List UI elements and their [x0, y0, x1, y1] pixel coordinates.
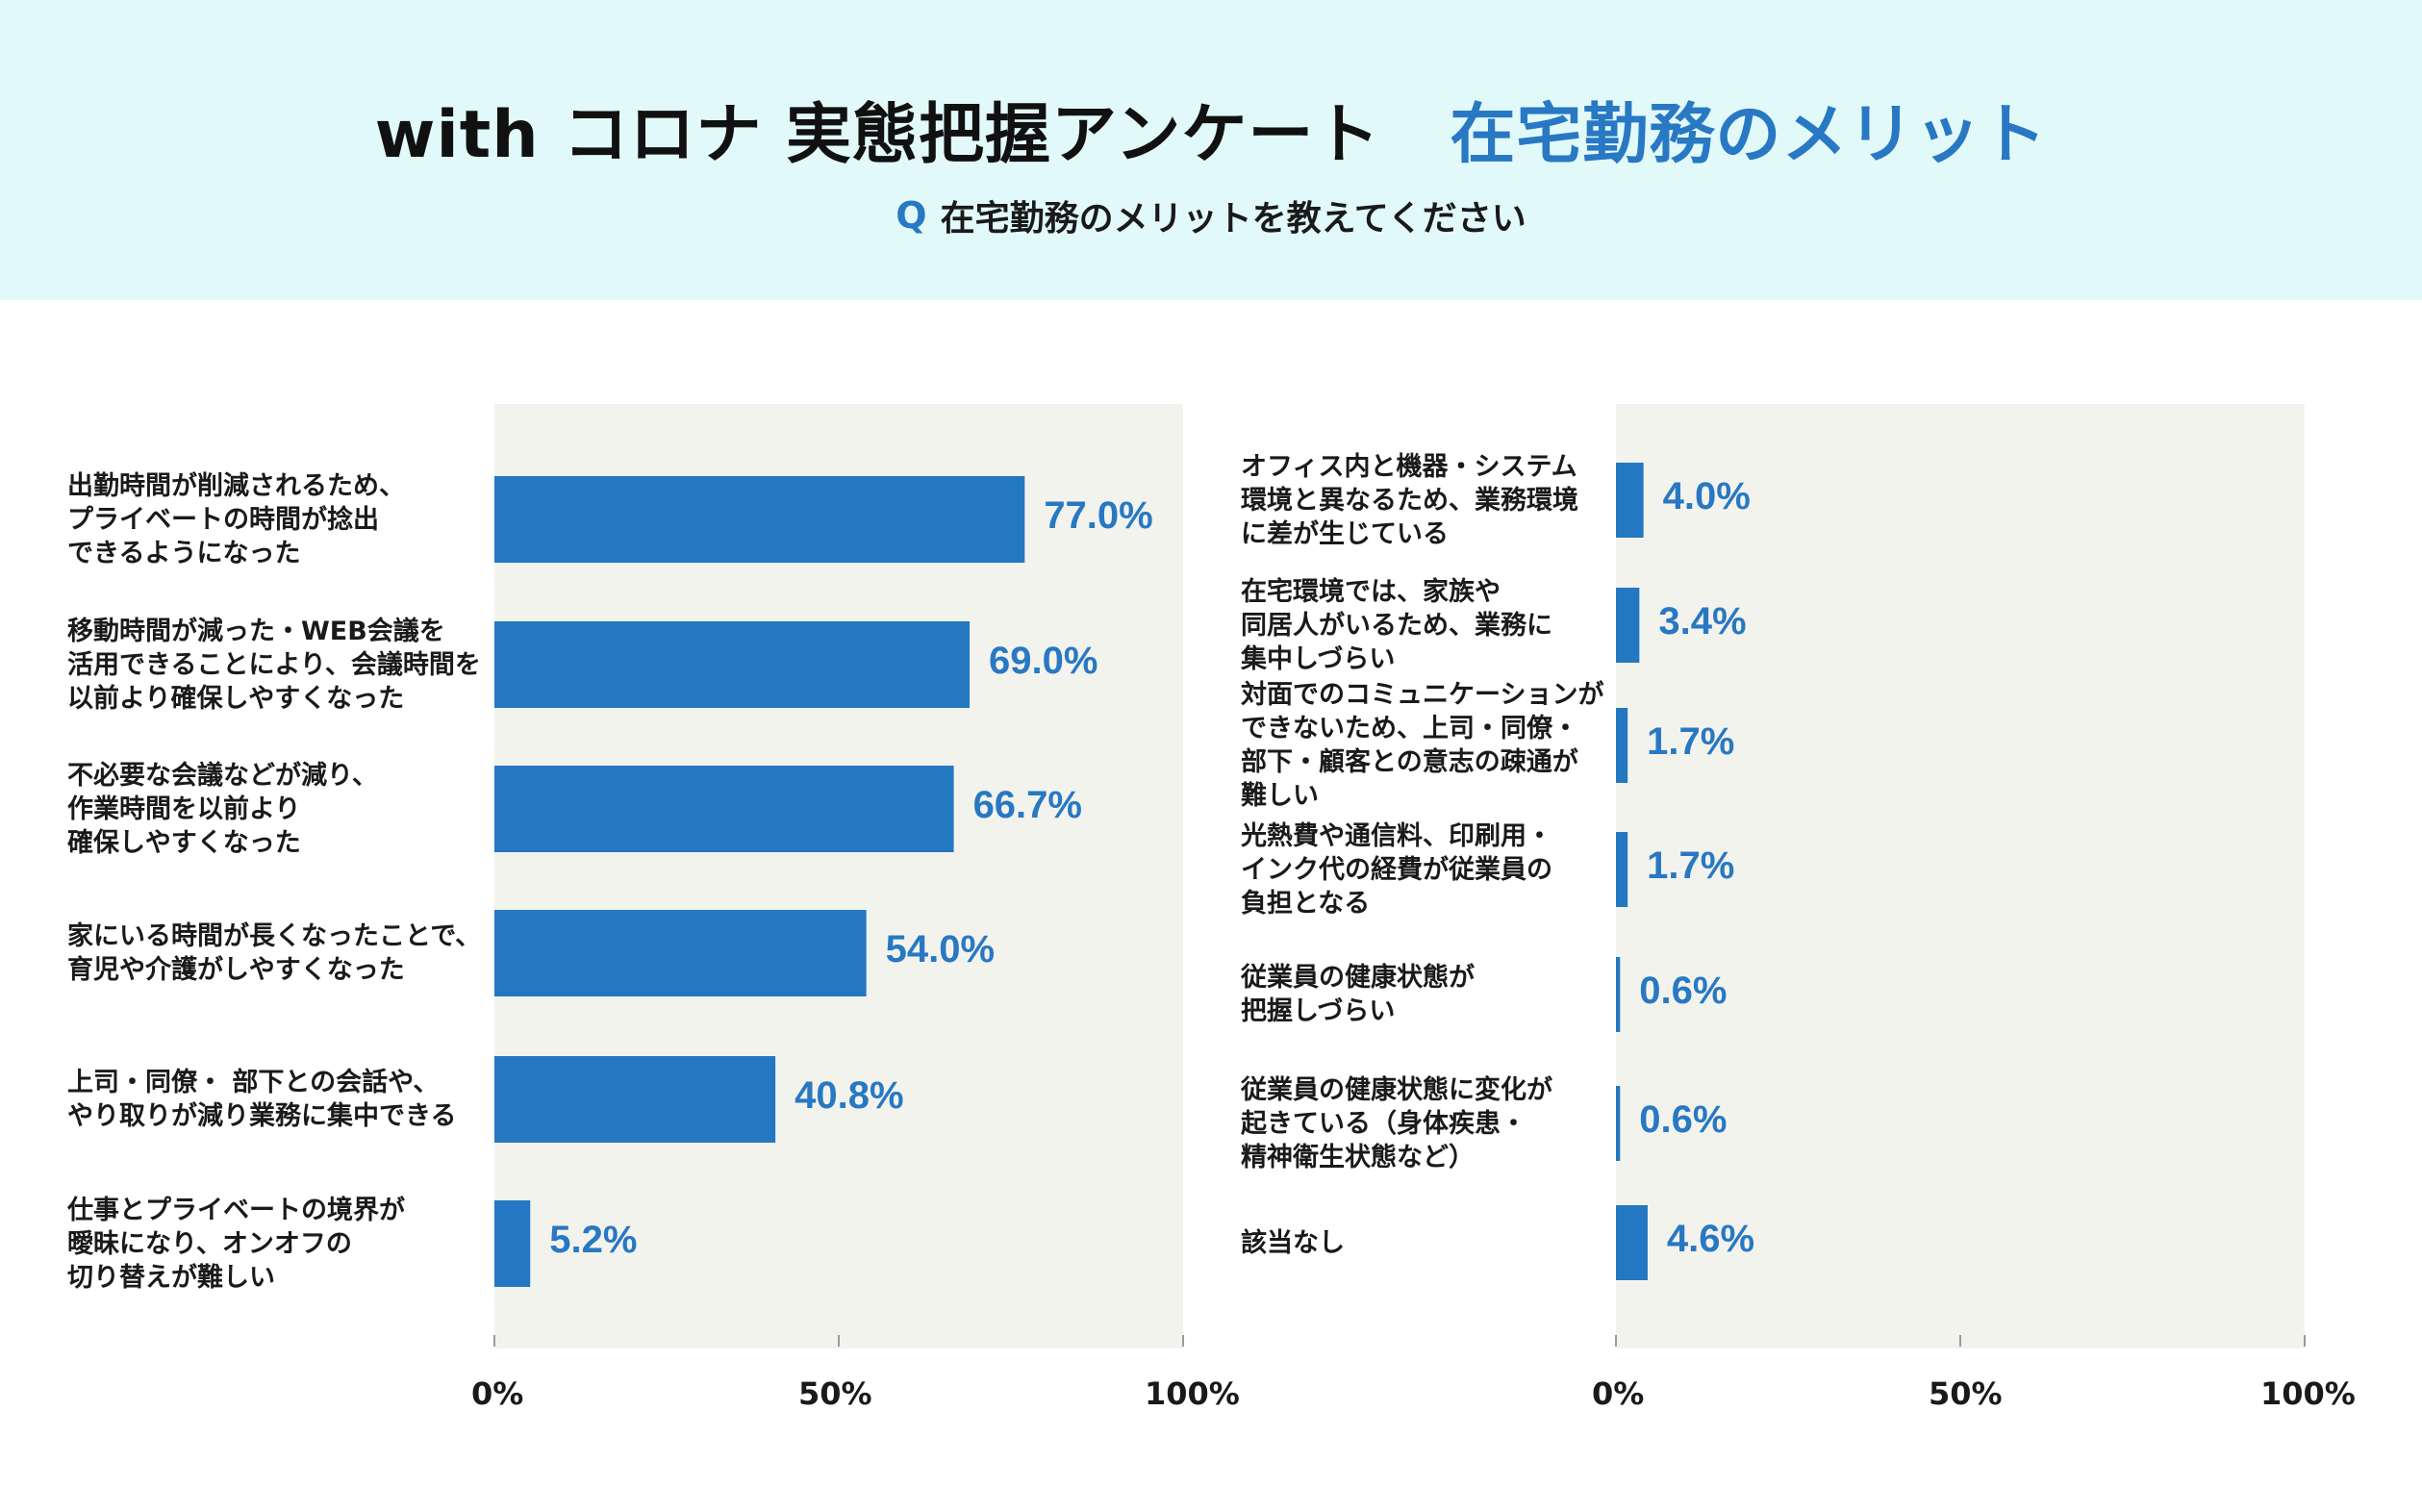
category-label: 該当なし	[1241, 1227, 1345, 1258]
category-label: 出勤時間が削減されるため、 プライベートの時間が捻出 できるようになった	[67, 470, 405, 568]
value-label: 5.2%	[549, 1219, 638, 1261]
bar	[494, 910, 867, 996]
title-main: with コロナ 実態把握アンケート	[374, 96, 1381, 173]
header-banner: with コロナ 実態把握アンケート 在宅勤務のメリット Q 在宅勤務のメリット…	[0, 0, 2422, 300]
page-title: with コロナ 実態把握アンケート 在宅勤務のメリット	[0, 75, 2422, 181]
category-label: 光熱費や通信料、印刷用・ インク代の経費が従業員の 負担となる	[1241, 820, 1552, 919]
bar	[1616, 1205, 1648, 1280]
bar	[1616, 1086, 1621, 1161]
bar	[494, 476, 1025, 563]
bar	[1616, 708, 1628, 783]
category-label: 従業員の健康状態が 把握しづらい	[1241, 963, 1475, 1026]
title-accent: 在宅勤務のメリット	[1450, 96, 2048, 173]
tick-label: 100%	[2260, 1375, 2356, 1412]
tick-label: 0%	[471, 1375, 524, 1412]
tick-label: 50%	[1929, 1375, 2003, 1412]
category-label: 従業員の健康状態に変化が 起きている（身体疾患・ 精神衛生状態など）	[1241, 1074, 1552, 1172]
question-icon: Q	[896, 194, 927, 237]
category-label: 仕事とプライベートの境界が 曖昧になり、オンオフの 切り替えが難しい	[67, 1195, 405, 1293]
bar	[494, 1200, 531, 1287]
value-label: 66.7%	[972, 784, 1082, 826]
category-label: 不必要な会議などが減り、 作業時間を以前より 確保しやすくなった	[67, 760, 378, 858]
value-label: 1.7%	[1647, 720, 1735, 763]
bar	[494, 1056, 776, 1143]
bar	[1616, 832, 1628, 907]
value-label: 3.4%	[1658, 600, 1747, 643]
category-label: オフィス内と機器・システム 環境と異なるため、業務環境 に差が生じている	[1241, 451, 1578, 549]
category-label: 在宅環境では、家族や 同居人がいるため、業務に 集中しづらい	[1241, 576, 1552, 674]
value-label: 4.0%	[1662, 475, 1751, 517]
value-label: 0.6%	[1639, 970, 1728, 1012]
bar	[1616, 588, 1640, 663]
value-label: 77.0%	[1044, 494, 1153, 537]
survey-question: Q 在宅勤務のメリットを教えてください	[0, 189, 2422, 242]
value-label: 0.6%	[1639, 1098, 1728, 1141]
tick-label: 50%	[798, 1375, 872, 1412]
value-label: 1.7%	[1647, 844, 1735, 887]
value-label: 40.8%	[795, 1074, 904, 1117]
category-label: 移動時間が減った・WEB会議を 活用できることにより、会議時間を 以前より確保し…	[67, 616, 481, 714]
value-label: 69.0%	[989, 640, 1098, 682]
category-label: 上司・同僚・ 部下との会話や、 やり取りが減り業務に集中できる	[67, 1068, 457, 1131]
tick-label: 0%	[1592, 1375, 1645, 1412]
category-label: 対面でのコミュニケーションが できないため、上司・同僚・ 部下・顧客との意志の疎…	[1241, 680, 1604, 811]
value-label: 54.0%	[885, 928, 996, 970]
question-text: 在宅勤務のメリットを教えてください	[940, 199, 1526, 239]
bar	[1616, 957, 1621, 1032]
tick-label: 100%	[1145, 1375, 1240, 1412]
bar	[1616, 463, 1644, 538]
bar	[494, 621, 971, 708]
value-label: 4.6%	[1666, 1218, 1755, 1260]
category-label: 家にいる時間が長くなったことで、 育児や介護がしやすくなった	[67, 921, 482, 985]
bar	[494, 766, 954, 852]
chart-panel-right	[1616, 404, 2305, 1348]
